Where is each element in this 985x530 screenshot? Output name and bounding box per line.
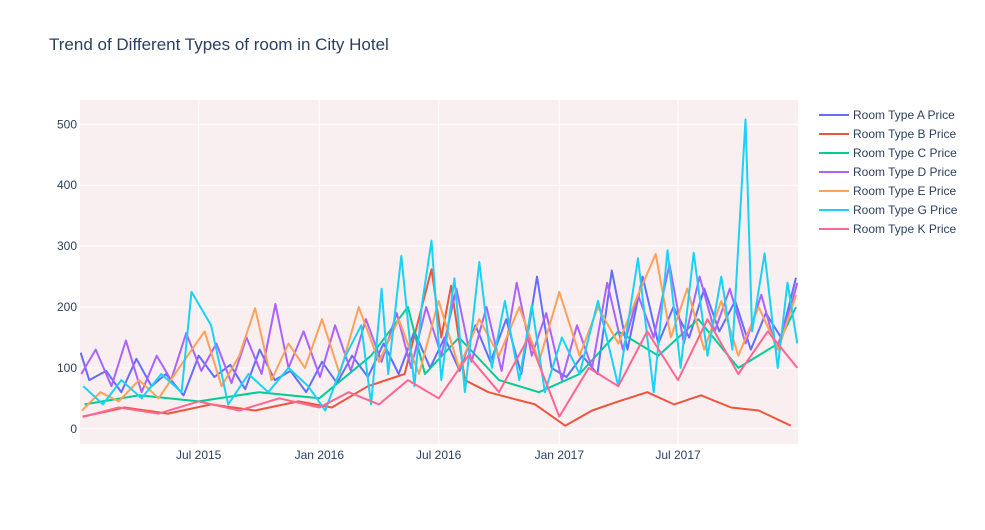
legend-label: Room Type E Price [853,184,956,198]
series-line-6 [82,118,798,412]
y-tick-label: 400 [57,178,77,192]
legend-item[interactable]: Room Type E Price [819,184,956,198]
legend-label: Room Type G Price [853,203,958,217]
series-lines [80,118,798,427]
legend-label: Room Type D Price [853,165,957,179]
legend-item[interactable]: Room Type C Price [819,146,957,160]
axes: 0 100 200 300 400 500 Jul 2015 Jan 2016 Jul 2016… [57,117,701,462]
legend-item[interactable]: Room Type K Price [819,222,956,236]
x-tick-label: Jan 2017 [535,448,585,462]
x-tick-label: Jan 2016 [295,448,345,462]
series-line-7 [83,318,798,418]
series-line-2 [82,268,792,427]
legend-label: Room Type B Price [853,127,956,141]
y-tick-label: 500 [57,117,77,131]
y-tick-label: 300 [57,239,77,253]
y-tick-label: 0 [70,422,77,436]
legend-label: Room Type A Price [853,108,955,122]
series-line-3 [84,306,797,406]
legend[interactable]: Room Type A Price Room Type B Price Room T… [819,108,958,236]
series-line-5 [81,253,797,412]
x-tick-label: Jul 2017 [655,448,701,462]
legend-item[interactable]: Room Type G Price [819,203,958,217]
legend-label: Room Type K Price [853,222,956,236]
y-tick-label: 100 [57,361,77,375]
y-tick-label: 200 [57,300,77,314]
legend-item[interactable]: Room Type A Price [819,108,955,122]
series-line-1 [80,269,797,397]
chart-title: Trend of Different Types of room in City… [49,35,389,54]
legend-label: Room Type C Price [853,146,957,160]
legend-item[interactable]: Room Type D Price [819,165,957,179]
x-tick-label: Jul 2016 [416,448,462,462]
legend-item[interactable]: Room Type B Price [819,127,956,141]
x-tick-label: Jul 2015 [176,448,222,462]
